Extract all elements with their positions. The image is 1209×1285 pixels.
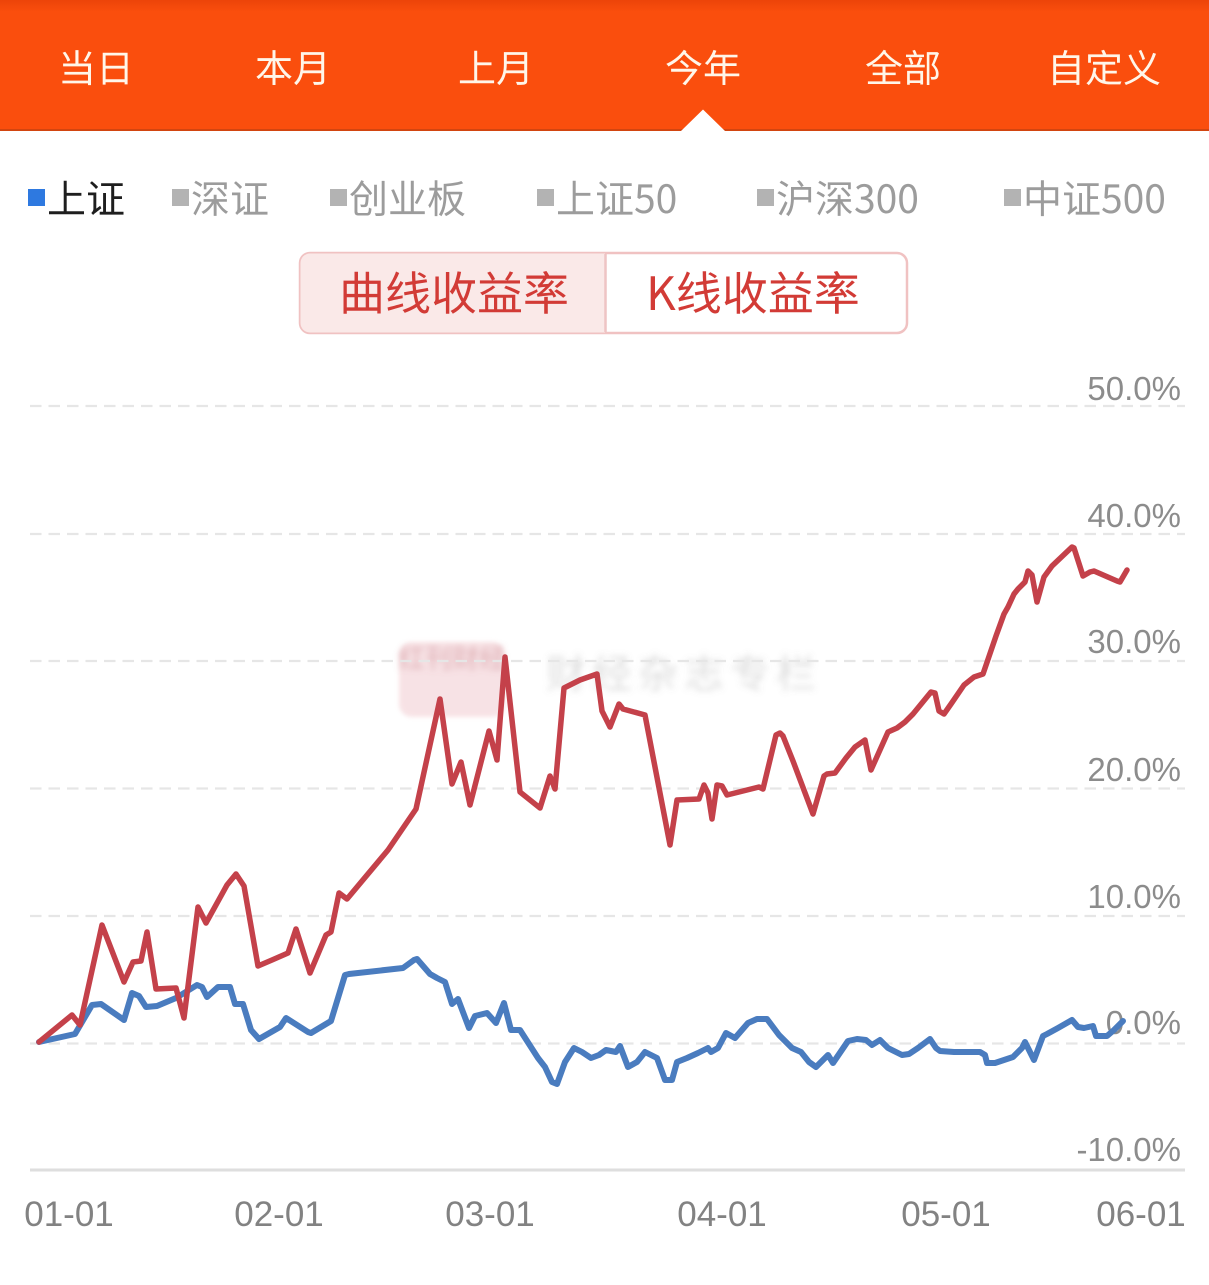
svg-text:01-01: 01-01 [24, 1195, 114, 1234]
svg-text:04-01: 04-01 [677, 1195, 767, 1234]
svg-text:30.0%: 30.0% [1087, 623, 1181, 660]
svg-text:03-01: 03-01 [445, 1195, 535, 1234]
svg-text:02-01: 02-01 [234, 1195, 324, 1234]
svg-text:05-01: 05-01 [901, 1195, 991, 1234]
svg-text:10.0%: 10.0% [1087, 878, 1181, 915]
svg-text:40.0%: 40.0% [1087, 497, 1181, 534]
svg-text:0.0%: 0.0% [1106, 1004, 1181, 1041]
svg-text:06-01: 06-01 [1096, 1195, 1186, 1234]
svg-text:20.0%: 20.0% [1087, 751, 1181, 788]
svg-text:-10.0%: -10.0% [1076, 1131, 1181, 1168]
svg-text:50.0%: 50.0% [1087, 370, 1181, 407]
